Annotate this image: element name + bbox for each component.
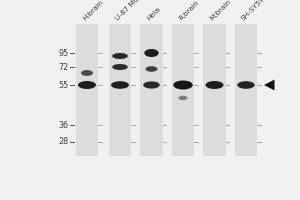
Bar bbox=[109, 24, 131, 156]
Ellipse shape bbox=[144, 49, 159, 57]
Text: 72: 72 bbox=[58, 62, 69, 72]
Text: 36: 36 bbox=[59, 120, 69, 130]
Ellipse shape bbox=[78, 81, 96, 89]
Ellipse shape bbox=[143, 81, 160, 89]
Ellipse shape bbox=[146, 66, 158, 72]
Bar bbox=[203, 24, 226, 156]
Text: Hela: Hela bbox=[146, 6, 162, 22]
Ellipse shape bbox=[81, 70, 93, 76]
Text: 28: 28 bbox=[59, 138, 69, 146]
Polygon shape bbox=[264, 80, 274, 90]
Text: M.brain: M.brain bbox=[209, 0, 232, 22]
Bar bbox=[76, 24, 98, 156]
Ellipse shape bbox=[112, 64, 128, 70]
Text: SH-SY5Y: SH-SY5Y bbox=[240, 0, 266, 22]
Ellipse shape bbox=[178, 96, 188, 100]
Text: U-87 MG: U-87 MG bbox=[114, 0, 141, 22]
Ellipse shape bbox=[173, 81, 193, 90]
Bar bbox=[172, 24, 194, 156]
Text: 55: 55 bbox=[58, 81, 69, 90]
Bar bbox=[140, 24, 163, 156]
Text: H.brain: H.brain bbox=[81, 0, 104, 22]
Ellipse shape bbox=[206, 81, 224, 89]
Text: R.brain: R.brain bbox=[177, 0, 200, 22]
Ellipse shape bbox=[112, 53, 128, 59]
Text: 95: 95 bbox=[58, 48, 69, 58]
Ellipse shape bbox=[111, 81, 129, 89]
Bar bbox=[235, 24, 257, 156]
Ellipse shape bbox=[237, 81, 255, 89]
